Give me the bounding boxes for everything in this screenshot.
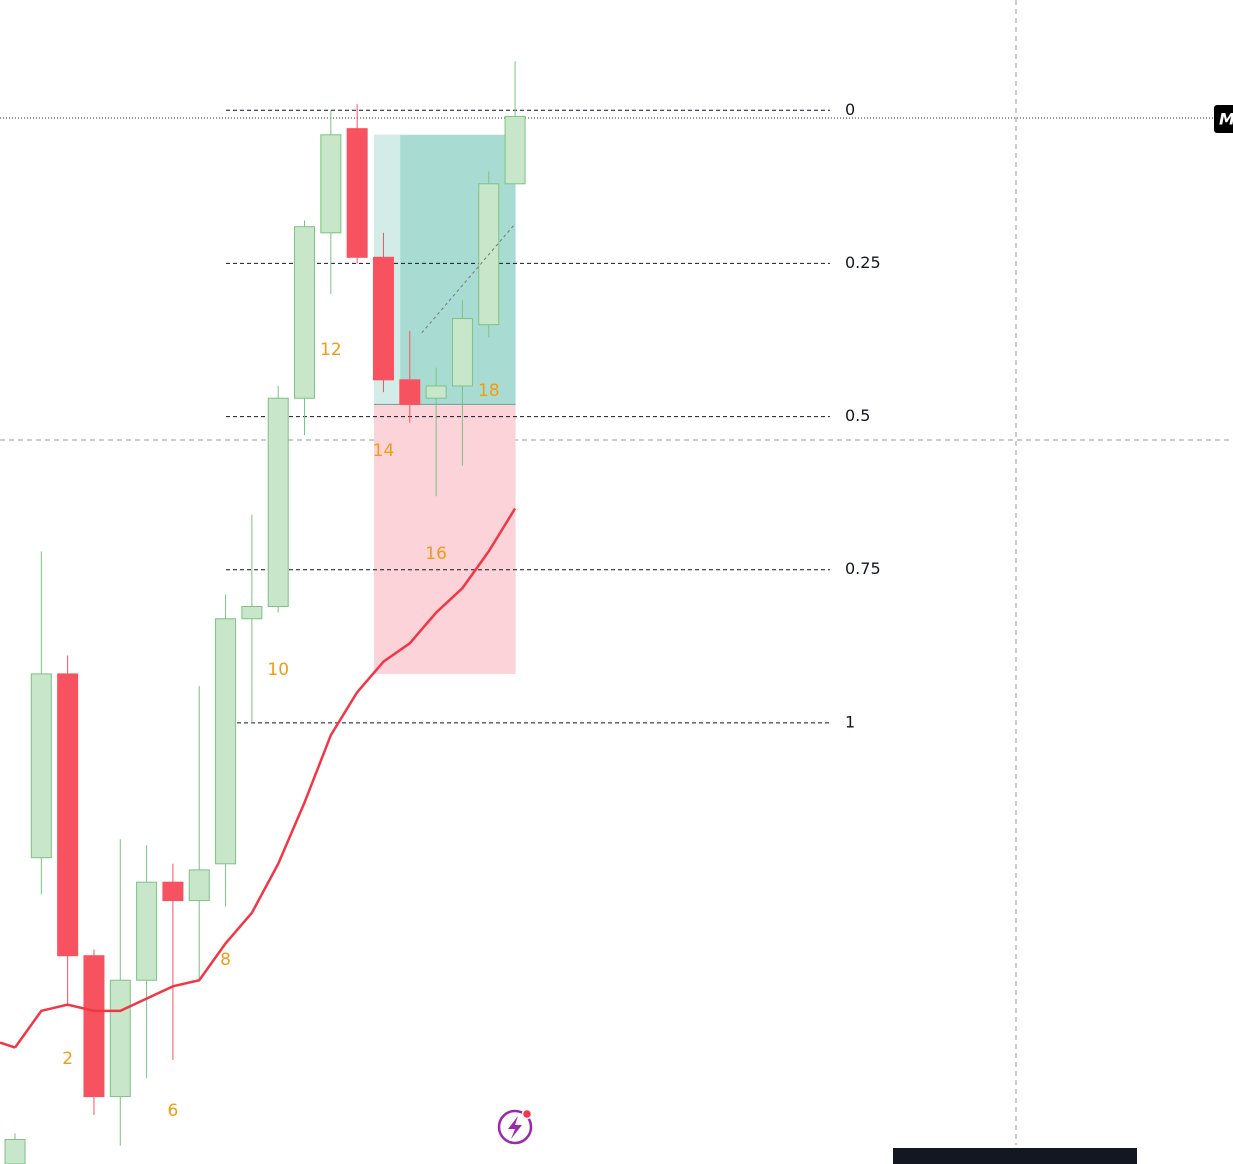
candle-body <box>241 606 263 620</box>
candle-body <box>399 379 421 405</box>
candle-body <box>57 673 79 957</box>
candle-body <box>162 881 184 902</box>
candle-body <box>136 881 158 981</box>
price-tag <box>1214 105 1233 133</box>
price-tag-text: M <box>1219 110 1233 129</box>
candle-body <box>372 256 394 381</box>
fib-label: 0.75 <box>845 559 881 578</box>
moving-average-lead <box>0 1041 16 1049</box>
fib-label: 0.25 <box>845 253 881 272</box>
candle-body <box>188 869 210 902</box>
candle-body <box>504 115 526 185</box>
bar-label: 8 <box>220 950 231 970</box>
candle-body <box>30 673 52 859</box>
candle-body <box>109 979 131 1098</box>
candle-body <box>294 226 316 399</box>
candle-body <box>215 618 237 865</box>
bar-label: 12 <box>320 340 342 360</box>
bottom-bar <box>893 1148 1137 1164</box>
icon-dot[interactable] <box>521 1108 533 1120</box>
bar-label: 16 <box>425 544 447 564</box>
stop-zone <box>373 404 516 674</box>
bar-label: 6 <box>168 1101 179 1121</box>
candle-body <box>320 134 342 234</box>
candle-body <box>425 385 447 399</box>
candle-body <box>451 318 473 387</box>
candle-body <box>4 1138 26 1164</box>
bar-label: 2 <box>62 1049 73 1069</box>
lightning-icon[interactable] <box>497 1108 533 1145</box>
moving-average <box>13 507 517 1049</box>
bar-label: 14 <box>373 441 395 461</box>
bar-label: 18 <box>478 381 500 401</box>
candle-body <box>267 397 289 608</box>
fib-label: 0 <box>845 100 855 119</box>
candle-body <box>83 955 105 1098</box>
fib-label: 1 <box>845 712 855 731</box>
icon-bolt[interactable] <box>508 1116 522 1139</box>
bar-label: 10 <box>267 660 289 680</box>
fib-label: 0.5 <box>845 406 870 425</box>
candle-body <box>346 128 368 258</box>
